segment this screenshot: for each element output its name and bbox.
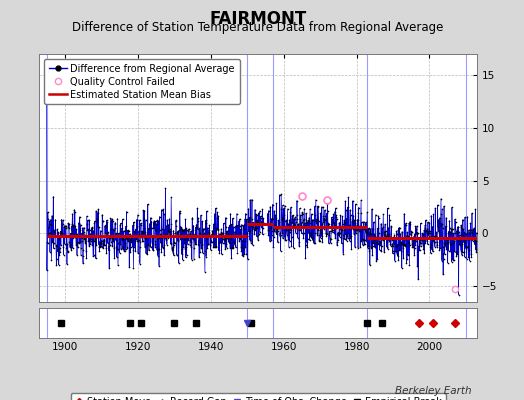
Text: Difference of Station Temperature Data from Regional Average: Difference of Station Temperature Data f… — [72, 21, 443, 34]
Text: Berkeley Earth: Berkeley Earth — [395, 386, 472, 396]
Text: FAIRMONT: FAIRMONT — [209, 10, 307, 28]
Text: 1900: 1900 — [52, 342, 78, 352]
Legend: Difference from Regional Average, Quality Control Failed, Estimated Station Mean: Difference from Regional Average, Qualit… — [44, 59, 240, 104]
Text: 1960: 1960 — [270, 342, 297, 352]
Text: 2000: 2000 — [417, 342, 442, 352]
Text: 1980: 1980 — [343, 342, 370, 352]
Text: 1940: 1940 — [198, 342, 224, 352]
Legend: Station Move, Record Gap, Time of Obs. Change, Empirical Break: Station Move, Record Gap, Time of Obs. C… — [71, 393, 445, 400]
Text: 1920: 1920 — [125, 342, 151, 352]
